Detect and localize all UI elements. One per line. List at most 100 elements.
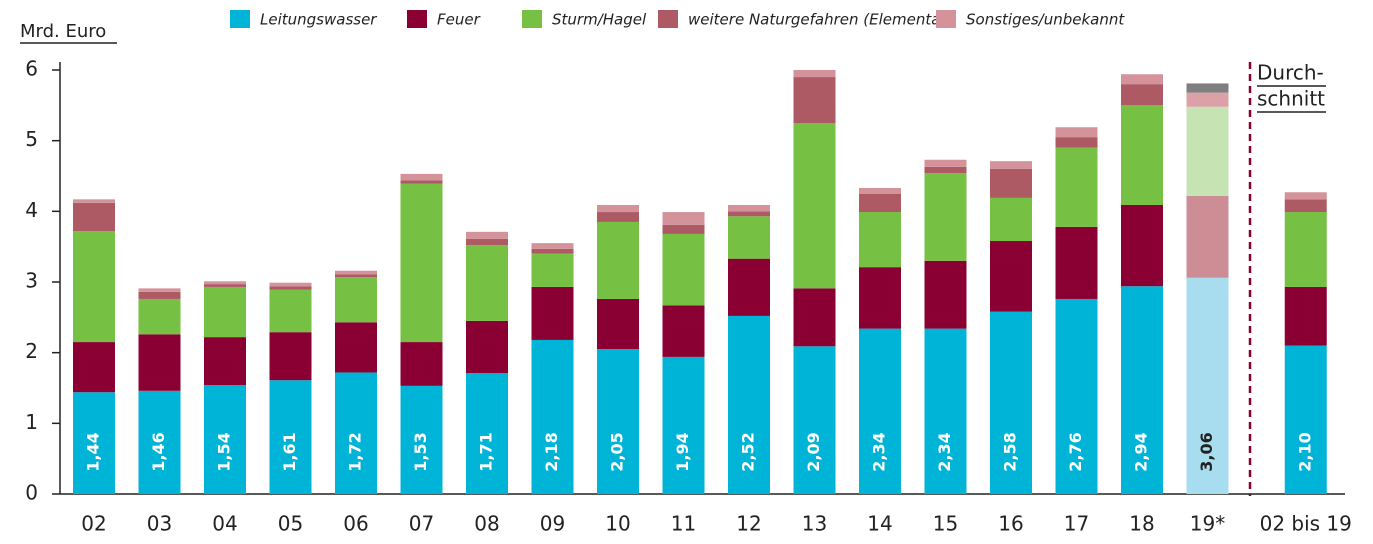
x-tick-label: 04 [212, 512, 237, 536]
bar-segment [728, 204, 770, 212]
value-label: 1,44 [84, 432, 103, 471]
bar-segment [597, 349, 639, 494]
value-label: 1,53 [411, 432, 430, 471]
bar-segment [531, 253, 574, 287]
bar-segment [1121, 74, 1163, 85]
x-tick-label: 18 [1129, 512, 1154, 536]
bar-segment [662, 305, 705, 357]
bar-segment [73, 231, 115, 343]
x-tick-label: 17 [1064, 512, 1089, 536]
y-axis-label: Mrd. Euro [20, 21, 106, 42]
value-label: 1,94 [673, 432, 692, 471]
value-label: 2,09 [804, 432, 823, 471]
y-tick-label: 2 [25, 339, 38, 363]
legend-label: weitere Naturgefahren (Elementar) [688, 11, 952, 29]
bar-segment [204, 385, 246, 494]
value-label: 2,18 [542, 432, 561, 471]
y-tick-label: 6 [25, 57, 38, 81]
bar-segment [335, 274, 377, 278]
bar-segment [924, 173, 967, 261]
bar-segment [793, 288, 836, 347]
legend-swatch [407, 10, 427, 28]
legend-swatch [936, 10, 956, 28]
bar-segment [728, 258, 770, 316]
x-tick-label: 13 [802, 512, 827, 536]
bar-segment [138, 298, 181, 335]
bar-segment [597, 212, 639, 222]
legend-swatch [658, 10, 678, 28]
bar-segment [400, 173, 443, 181]
bar-segment [1284, 199, 1327, 213]
bar-segment [138, 390, 181, 494]
bar-segment [1284, 192, 1327, 200]
value-label: 2,76 [1066, 432, 1085, 471]
bar-segment [793, 70, 836, 78]
bar-segment [400, 342, 443, 386]
bar-segment [1121, 84, 1163, 106]
annotation: schnitt [1257, 87, 1325, 111]
x-tick-label: 10 [605, 512, 630, 536]
bar-segment [466, 231, 508, 239]
bar-segment [400, 180, 443, 184]
bar-segment [1186, 106, 1229, 196]
x-tick-label: 16 [998, 512, 1023, 536]
x-tick-label: 14 [867, 512, 892, 536]
x-tick-label: 12 [736, 512, 761, 536]
bar-segment [1121, 286, 1163, 494]
value-label: 1,61 [280, 432, 299, 471]
bar-segment [924, 159, 967, 167]
value-label: 2,10 [1295, 432, 1314, 471]
bar-segment [728, 315, 770, 494]
bar-segment [1284, 286, 1327, 346]
bar-segment [1186, 83, 1229, 93]
value-label: 1,72 [346, 432, 365, 471]
value-label: 2,94 [1132, 432, 1151, 471]
bar-segment [662, 212, 705, 225]
bar-segment [859, 212, 901, 268]
x-tick-label: 11 [671, 512, 696, 536]
y-tick-label: 5 [25, 127, 38, 151]
bar-segment [204, 337, 246, 386]
bar-segment [204, 286, 246, 338]
bar-segment [859, 193, 901, 213]
bar-segment [73, 342, 115, 393]
bar-segment [1055, 226, 1098, 299]
legend-swatch [230, 10, 250, 28]
legend-label: Sonstiges/unbekannt [966, 11, 1125, 29]
legend-label: Leitungswasser [260, 11, 377, 29]
bar-segment [138, 334, 181, 391]
bar-segment [597, 298, 639, 350]
bar-segment [335, 372, 377, 494]
bar-segment [1284, 345, 1327, 494]
bar-segment [597, 221, 639, 299]
bar-segment [73, 392, 115, 494]
bar-segment [138, 288, 181, 292]
bar-segment [466, 238, 508, 246]
bar-segment [269, 286, 312, 290]
y-tick-label: 3 [25, 269, 38, 293]
y-tick-label: 4 [25, 198, 38, 222]
bar-segment [1186, 277, 1229, 494]
bar-segment [859, 267, 901, 329]
bar-segment [1186, 195, 1229, 278]
x-tick-label: 06 [343, 512, 368, 536]
x-tick-label: 03 [147, 512, 172, 536]
legend-label: Feuer [437, 11, 481, 29]
bar-segment [1121, 204, 1163, 287]
bar-segment [597, 204, 639, 213]
bar-segment [859, 188, 901, 194]
bar-segment [400, 385, 443, 494]
value-label: 2,58 [1001, 432, 1020, 471]
bar-segment [924, 166, 967, 174]
bar-segment [728, 211, 770, 217]
bar-segment [990, 197, 1032, 242]
bar-segment [269, 289, 312, 333]
bar-segment [1121, 105, 1163, 205]
bar-segment [400, 183, 443, 343]
bar-segment [531, 248, 574, 254]
value-label: 2,52 [739, 432, 758, 471]
bar-segment [466, 245, 508, 321]
x-tick-label: 08 [474, 512, 499, 536]
bar-segment [466, 320, 508, 374]
